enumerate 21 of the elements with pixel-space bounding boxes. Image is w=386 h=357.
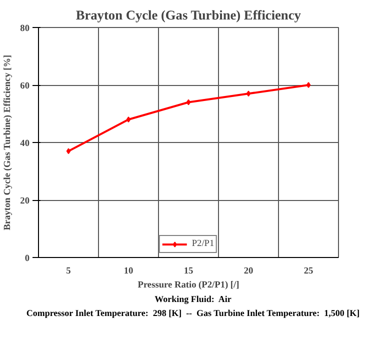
y-axis-title: Brayton Cycle (Gas Turbine) Efficiency [%]: [3, 54, 14, 230]
y-tick-label: 60: [20, 82, 30, 92]
y-tick-label: 0: [24, 254, 30, 264]
y-tick-label: 80: [20, 24, 30, 34]
legend-label: P2/P1: [192, 238, 214, 250]
x-tick-label: 20: [244, 266, 254, 276]
text: Compressor Inlet Temperature: 298 [K] -- Gas Turbine Inlet Temperature: 1,500 [K]: [26, 307, 360, 320]
chart-title: Brayton Cycle (Gas Turbine) Efficiency: [76, 8, 302, 22]
point: [246, 90, 251, 97]
text: Working Fluid: Air: [154, 293, 232, 306]
x-tick-label: 10: [124, 266, 134, 276]
y-tick-label: 20: [20, 196, 30, 206]
point: [66, 148, 71, 154]
y-tick-label: 40: [20, 139, 30, 149]
x-tick-label: 5: [66, 266, 72, 276]
point: [186, 99, 191, 106]
x-axis-title: Pressure Ratio (P2/P1) [/]: [138, 280, 240, 290]
point: [306, 82, 311, 88]
x-tick-label: 25: [304, 266, 314, 276]
point: [126, 116, 131, 122]
x-tick-label: 15: [184, 266, 194, 276]
